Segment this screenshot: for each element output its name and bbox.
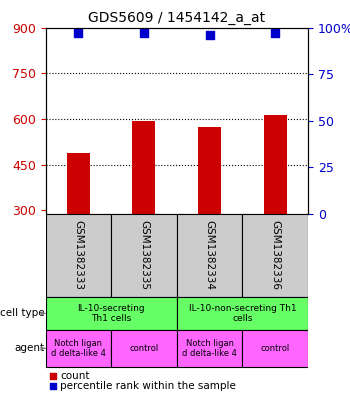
Bar: [264, 115, 287, 213]
Text: GSM1382333: GSM1382333: [73, 220, 83, 290]
Point: [207, 32, 212, 38]
Bar: [242, 330, 308, 367]
Text: cell type: cell type: [0, 309, 44, 318]
Bar: [132, 121, 155, 213]
Bar: [67, 152, 90, 213]
Bar: [46, 330, 111, 367]
Point: [50, 373, 56, 379]
Bar: [46, 297, 177, 330]
Bar: [111, 213, 177, 297]
Bar: [177, 330, 242, 367]
Bar: [177, 297, 308, 330]
Text: GSM1382336: GSM1382336: [270, 220, 280, 290]
Text: control: control: [260, 344, 290, 353]
Point: [76, 30, 81, 36]
Bar: [46, 213, 111, 297]
Text: control: control: [129, 344, 159, 353]
Bar: [198, 127, 221, 213]
Text: GSM1382335: GSM1382335: [139, 220, 149, 290]
Text: GSM1382334: GSM1382334: [204, 220, 215, 290]
Text: Notch ligan
d delta-like 4: Notch ligan d delta-like 4: [182, 339, 237, 358]
Bar: [111, 330, 177, 367]
Text: Notch ligan
d delta-like 4: Notch ligan d delta-like 4: [51, 339, 106, 358]
Bar: [177, 213, 242, 297]
Text: count: count: [60, 371, 90, 381]
Bar: [242, 213, 308, 297]
Point: [141, 30, 147, 36]
Text: percentile rank within the sample: percentile rank within the sample: [60, 382, 236, 391]
Point: [50, 383, 56, 389]
Text: IL-10-non-secreting Th1
cells: IL-10-non-secreting Th1 cells: [189, 304, 296, 323]
Point: [272, 30, 278, 36]
Text: agent: agent: [14, 343, 44, 353]
Text: IL-10-secreting
Th1 cells: IL-10-secreting Th1 cells: [77, 304, 145, 323]
Title: GDS5609 / 1454142_a_at: GDS5609 / 1454142_a_at: [88, 11, 265, 25]
